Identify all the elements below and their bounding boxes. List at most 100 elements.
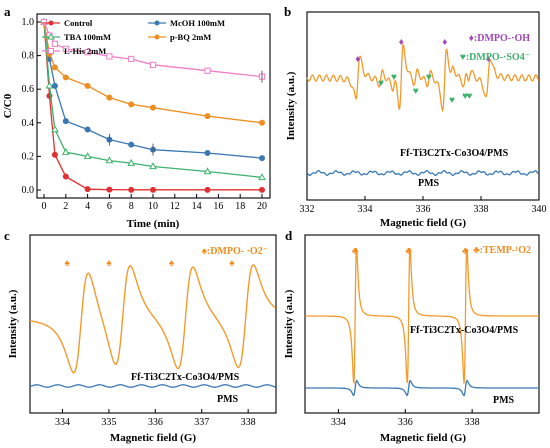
series-line — [43, 21, 263, 159]
panel-a-ylabel: C/C0 — [2, 93, 14, 118]
panel-a-kinetics: a C/C0 Time (min) 0 2 4 6 8 10 12 14 16 18 20 0.0 0.… — [2, 4, 271, 230]
data-point — [84, 186, 91, 193]
panel-d-pms-spectrum — [305, 379, 539, 397]
x-tick-label: 14 — [192, 201, 202, 212]
x-tick-label: 335 — [101, 417, 116, 428]
x-tick-label: 334 — [358, 204, 373, 215]
panel-a-ticks: 0 2 4 6 8 10 12 14 16 18 20 0.0 0.2 0.4 0.6 0.8 1.0 — [22, 17, 268, 212]
panel-c-pms-label: PMS — [217, 394, 239, 405]
legend-label: TBA 100mM — [64, 32, 111, 42]
panel-c-sample-spectrum — [29, 264, 277, 374]
o2-peak-marker: ♠ — [106, 258, 112, 269]
x-tick-label: 10 — [148, 201, 158, 212]
x-tick-label: 12 — [170, 201, 180, 212]
panel-d-letter: d — [285, 228, 293, 243]
panel-c-ticks: 334 335 336 337 338 — [55, 409, 256, 428]
so4-peak-marker: ♥ — [413, 86, 419, 97]
x-tick-label: 334 — [331, 417, 346, 428]
data-point — [128, 186, 135, 193]
oh-peak-marker: ♦ — [399, 37, 404, 48]
y-tick-label: 0.6 — [22, 84, 35, 95]
o2-peak-marker: ♠ — [229, 258, 235, 269]
panel-b-letter: b — [284, 4, 291, 19]
panel-c-legend: ♠:DMPO- ·O2⁻ — [202, 246, 268, 257]
data-point — [204, 186, 211, 193]
x-tick-label: 338 — [474, 204, 489, 215]
data-point — [51, 125, 59, 133]
series-line — [43, 21, 263, 124]
data-point — [106, 94, 113, 101]
so4-peak-marker: ♥ — [466, 91, 472, 102]
data-point — [40, 18, 48, 26]
data-point — [204, 150, 211, 157]
panel-b-pms-label: PMS — [418, 178, 440, 189]
x-tick-label: 336 — [416, 204, 431, 215]
panel-b-ylabel: Intensity (a.u.) — [285, 71, 297, 140]
panel-d-sample-spectrum — [305, 248, 539, 385]
data-point — [84, 126, 91, 133]
legend-label: McOH 100mM — [170, 18, 225, 28]
singlet-oxygen-peak-marker: ♣ — [462, 246, 469, 257]
data-point — [105, 156, 114, 164]
data-point — [51, 64, 58, 71]
legend-label: Control — [64, 18, 93, 28]
so4-peak-marker: ♥ — [378, 78, 384, 89]
panel-c-epr: c Intensity (a.u.) Magnetic field (G) 33… — [4, 228, 277, 444]
x-tick-label: 336 — [148, 417, 163, 428]
data-point — [258, 186, 265, 193]
panel-d-peak-markers: ♣ ♣ ♣ — [352, 246, 469, 257]
x-tick-label: 2 — [63, 201, 68, 212]
data-point — [51, 82, 58, 89]
panel-d-ticks: 334 336 338 — [331, 409, 480, 428]
panel-b-epr: b Intensity (a.u.) Magnetic field (G) 33… — [284, 4, 547, 229]
panel-b-ticks: 332 334 336 338 340 — [300, 196, 547, 215]
legend-label: L-His 2mM — [64, 46, 106, 56]
panel-c-pms-spectrum — [29, 384, 276, 388]
oh-peak-marker: ♦ — [442, 37, 447, 48]
data-point — [204, 67, 211, 74]
data-point — [84, 82, 91, 89]
legend-marker — [48, 48, 54, 54]
data-point — [62, 118, 69, 125]
series-line — [43, 21, 263, 179]
panel-b-legend-so4: ♥:DMPO-·SO4⁻ — [460, 52, 530, 63]
data-point — [45, 81, 54, 89]
oh-peak-marker: ♦ — [355, 54, 360, 65]
y-tick-label: 0.8 — [22, 51, 35, 62]
data-point — [84, 49, 91, 56]
panel-c-ylabel: Intensity (a.u.) — [7, 289, 19, 358]
legend-marker — [47, 33, 55, 40]
panel-c-letter: c — [4, 228, 10, 243]
y-tick-label: 0.0 — [22, 185, 35, 196]
data-point — [128, 55, 135, 63]
legend-marker — [48, 20, 54, 26]
x-tick-label: 20 — [257, 201, 267, 212]
so4-peak-marker: ♥ — [426, 72, 432, 83]
y-tick-label: 0.2 — [22, 151, 35, 162]
legend-label: p-BQ 2mM — [170, 32, 211, 42]
data-point — [127, 158, 136, 166]
panel-b-legend-oh: ♦:DMPO-·OH — [469, 33, 530, 44]
data-point — [83, 152, 92, 160]
panel-c-xlabel: Magnetic field (G) — [110, 432, 196, 444]
data-point — [258, 173, 266, 181]
so4-peak-marker: ♥ — [449, 95, 455, 106]
data-point — [149, 162, 157, 170]
x-tick-label: 332 — [300, 204, 315, 215]
panel-a-series — [40, 17, 266, 193]
data-point — [62, 173, 69, 180]
panel-c-frame — [29, 234, 277, 414]
x-tick-label: 336 — [398, 417, 413, 428]
panel-d-sample-label: Ff-Ti3C2Tx-Co3O4/PMS — [410, 325, 519, 336]
x-tick-label: 8 — [129, 201, 134, 212]
y-tick-label: 0.4 — [22, 118, 35, 129]
data-point — [106, 186, 113, 193]
x-tick-label: 338 — [465, 417, 480, 428]
panel-d-legend: ♣:TEMP-¹O2 — [473, 245, 531, 256]
panel-d-frame — [304, 234, 540, 414]
data-point — [62, 45, 69, 52]
so4-peak-marker: ♥ — [462, 91, 468, 102]
x-tick-label: 337 — [194, 417, 209, 428]
panel-d-ylabel: Intensity (a.u.) — [283, 289, 295, 358]
